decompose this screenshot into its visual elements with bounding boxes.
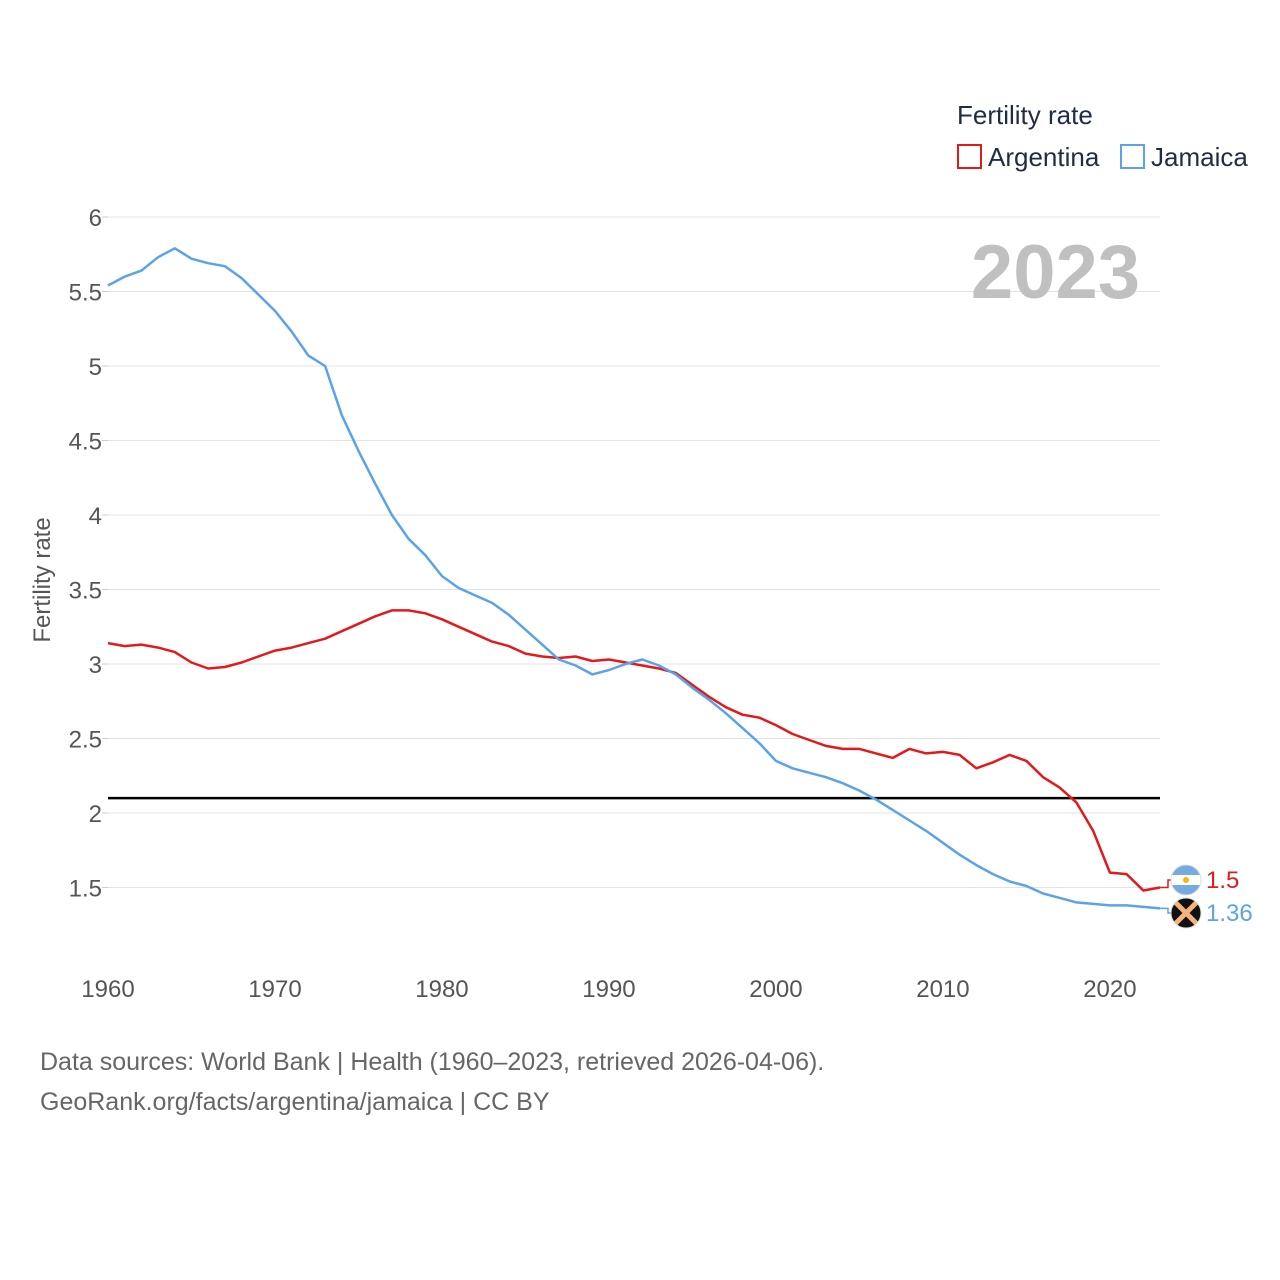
end-value-argentina: 1.5: [1206, 867, 1239, 894]
source-note: Data sources: World Bank | Health (1960–…: [40, 1042, 824, 1122]
x-tick-label: 1990: [582, 976, 635, 1003]
y-tick-label: 2: [89, 801, 102, 828]
y-tick-label: 5: [89, 354, 102, 381]
source-link[interactable]: GeoRank.org/facts/argentina/jamaica | CC…: [40, 1088, 550, 1116]
y-tick-label: 4: [89, 503, 102, 530]
end-markers: 1.5 1.36: [1160, 864, 1253, 929]
sun-icon: [1183, 877, 1189, 883]
y-axis-label: Fertility rate: [29, 517, 56, 642]
x-tick-label: 1970: [248, 976, 301, 1003]
legend-title: Fertility rate: [957, 100, 1093, 130]
x-tick-label: 2020: [1083, 976, 1136, 1003]
y-tick-label: 2.5: [69, 727, 102, 754]
x-tick-label: 2000: [749, 976, 802, 1003]
legend-label-argentina: Argentina: [988, 142, 1100, 172]
year-watermark: 2023: [971, 230, 1140, 315]
argentina-flag-icon: [1170, 864, 1202, 896]
y-tick-label: 1.5: [69, 876, 102, 903]
legend-swatch-jamaica: [1120, 144, 1145, 169]
end-value-jamaica: 1.36: [1206, 900, 1253, 927]
y-tick-label: 6: [89, 205, 102, 232]
jamaica-flag-icon: [1170, 897, 1202, 929]
y-tick-label: 3: [89, 652, 102, 679]
legend-swatch-argentina: [957, 144, 982, 169]
y-axis-ticks: 1.5 2 2.5 3 3.5 4 4.5 5 5.5 6: [69, 205, 108, 903]
x-axis-ticks: 1960 1970 1980 1990 2000 2010 2020: [81, 976, 1136, 1003]
y-tick-label: 5.5: [69, 280, 102, 307]
source-line: Data sources: World Bank | Health (1960–…: [40, 1048, 825, 1076]
series-lines: [107, 247, 1161, 910]
grid-lines: [108, 216, 1160, 888]
y-tick-label: 3.5: [69, 578, 102, 605]
x-tick-label: 2010: [916, 976, 969, 1003]
series-line-jamaica: [107, 247, 1161, 910]
fertility-rate-chart: 1.5 2 2.5 3 3.5 4 4.5 5 5.5 6 1960 1970 1980 1990 200…: [29, 100, 1253, 1003]
x-tick-label: 1960: [81, 976, 134, 1003]
series-line-argentina: [107, 609, 1161, 892]
legend-label-jamaica: Jamaica: [1151, 142, 1248, 172]
y-tick-label: 4.5: [69, 429, 102, 456]
x-tick-label: 1980: [415, 976, 468, 1003]
legend: Fertility rate Argentina Jamaica: [957, 100, 1248, 172]
